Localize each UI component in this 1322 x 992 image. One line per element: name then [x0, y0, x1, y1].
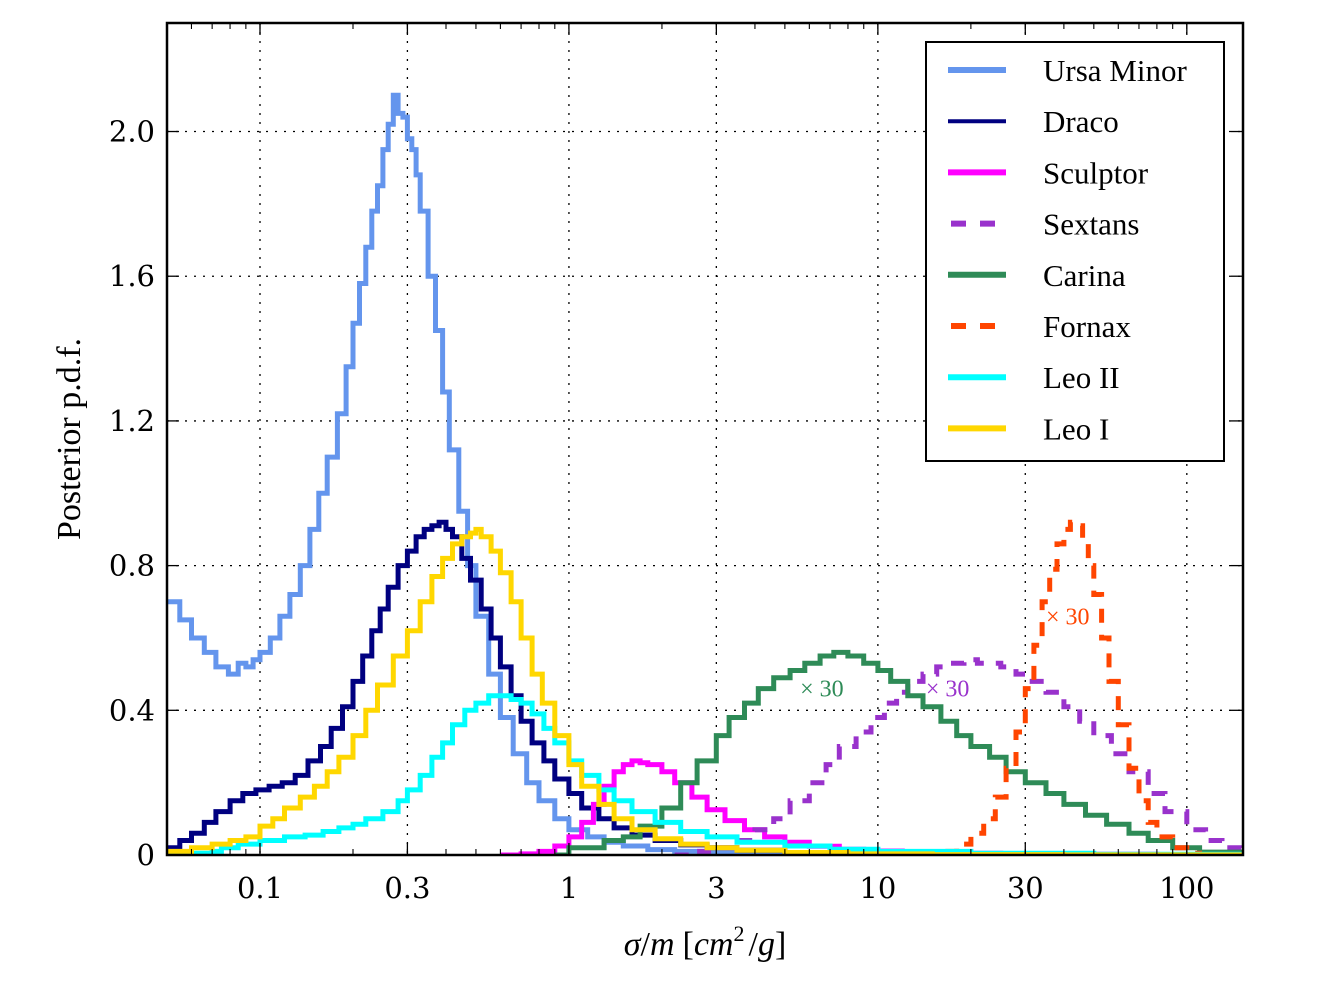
annotation-carina: × 30	[800, 677, 844, 703]
x-tick-label: 3	[707, 871, 725, 905]
series-line-leo-i	[167, 526, 1243, 855]
x-label-m: m	[650, 926, 675, 963]
annotation-sextans: × 30	[926, 677, 970, 703]
plot-frame	[165, 21, 1245, 857]
series-line-fornax	[923, 519, 1203, 855]
y-tick-label: 1.6	[109, 259, 155, 293]
x-tick-label: 0.3	[384, 871, 430, 905]
x-label-sigma: σ	[624, 926, 642, 963]
legend-label-leo-i: Leo I	[1043, 411, 1109, 446]
legend-label-ursa-minor: Ursa Minor	[1043, 53, 1187, 88]
legend-label-carina: Carina	[1043, 258, 1126, 293]
legend-box	[925, 41, 1225, 462]
series-line-leo-ii	[167, 693, 1243, 855]
x-label-bracket-open: [	[683, 926, 694, 963]
x-label-g: g	[758, 926, 775, 963]
y-tick-label: 0.8	[109, 549, 155, 583]
legend-label-sculptor: Sculptor	[1043, 155, 1149, 190]
curves	[167, 92, 1243, 855]
annotations: × 30 × 30 × 30	[800, 604, 1089, 702]
x-label-slash2: /	[749, 926, 759, 963]
legend-label-draco: Draco	[1043, 104, 1119, 139]
x-label-slash: /	[641, 926, 651, 963]
series-line-carina	[554, 649, 1243, 855]
x-tick-label: 30	[1007, 871, 1044, 905]
legend-label-sextans: Sextans	[1043, 207, 1139, 242]
y-tick-labels: 0 0.4 0.8 1.2 1.6 2.0	[109, 115, 155, 872]
legend: Ursa Minor Draco Sculptor Sextans Carina Forn…	[925, 41, 1225, 462]
y-tick-label: 0	[137, 838, 155, 872]
y-axis-label: Posterior p.d.f.	[51, 338, 88, 540]
x-tick-label: 0.1	[237, 871, 283, 905]
x-tick-label: 100	[1159, 871, 1214, 905]
y-tick-label: 2.0	[109, 115, 155, 149]
x-tick-label: 1	[560, 871, 578, 905]
y-tick-label: 1.2	[109, 404, 155, 438]
legend-label-leo-ii: Leo II	[1043, 360, 1120, 395]
x-tick-labels: 0.1 0.3 1 3 10 30 100	[237, 871, 1215, 905]
x-label-sup: 2	[734, 921, 745, 946]
x-tick-label: 10	[859, 871, 896, 905]
annotation-fornax: × 30	[1046, 604, 1090, 630]
series-line-sextans	[674, 657, 1243, 855]
x-axis-label: σ/m [cm2/g]	[624, 921, 787, 963]
x-label-bracket-close: ]	[775, 926, 786, 963]
y-tick-label: 0.4	[109, 693, 155, 727]
legend-label-fornax: Fornax	[1043, 309, 1131, 344]
x-label-cm: cm	[694, 926, 734, 963]
